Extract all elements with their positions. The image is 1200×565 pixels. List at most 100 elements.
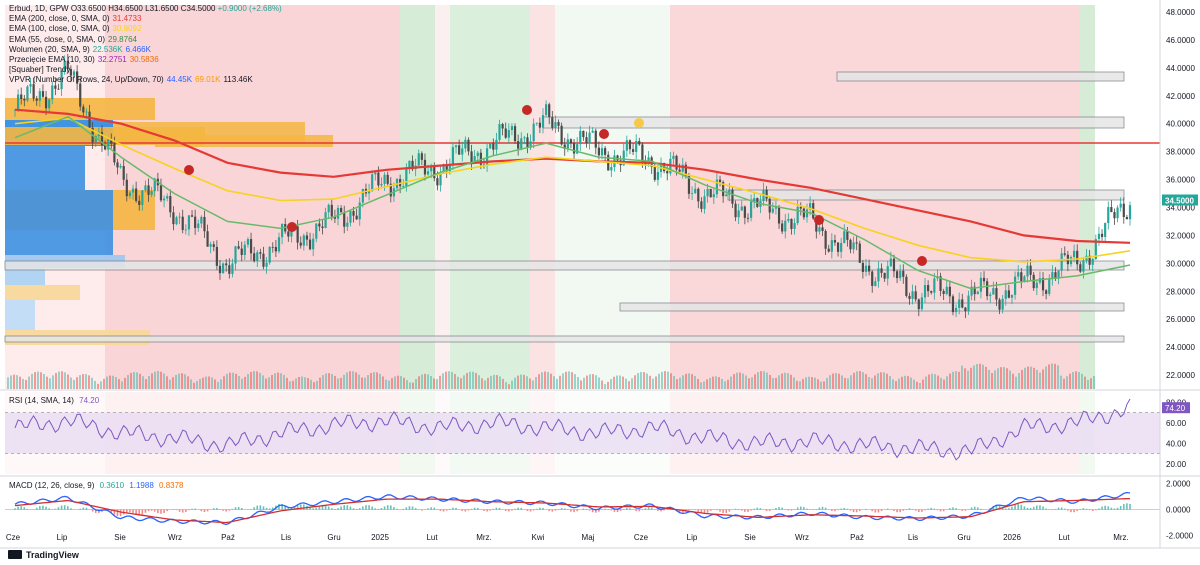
macd-hist-bar [1026, 507, 1029, 510]
last-price-badge [1162, 194, 1198, 206]
macd-hist-bar [638, 509, 641, 512]
macd-hist-bar [445, 509, 448, 511]
volume-bar [31, 373, 33, 389]
macd-hist-bar [371, 506, 373, 510]
macd-hist-bar [228, 509, 231, 511]
candle-body [119, 165, 122, 168]
candle-body [790, 218, 793, 229]
volume-bar [163, 373, 165, 389]
candle-body [560, 125, 563, 145]
signal-marker [917, 256, 927, 266]
volume-bar [697, 378, 699, 389]
candle-body [622, 150, 625, 166]
candle-body [327, 204, 330, 213]
candle-body [1076, 250, 1079, 265]
rsi-value: 74.20 [79, 396, 100, 405]
macd-hist-bar [1020, 504, 1023, 510]
candle-body [827, 248, 830, 252]
volume-bar [628, 381, 630, 389]
candle-body [895, 271, 899, 279]
macd-hist-bar [1126, 503, 1128, 510]
volume-bar [484, 380, 486, 389]
macd-hist-bar [520, 507, 523, 510]
macd-hist-bar [880, 509, 883, 512]
volume-bar [1069, 373, 1071, 389]
volume-bar [634, 375, 636, 389]
macd-hist-bar [865, 508, 867, 510]
candle-body [672, 155, 675, 159]
volume-bar [505, 382, 507, 389]
candle-body [107, 139, 110, 150]
volume-bar [538, 374, 540, 389]
indicator-row: Przecięcie EMA (10, 30) 32.2751 30.5836 [9, 55, 159, 65]
candle-body [697, 188, 700, 202]
candle-body [231, 263, 234, 274]
volume-bar [640, 371, 642, 389]
volume-bar [1027, 366, 1029, 389]
macd-hist-bar [700, 509, 703, 514]
volume-profile-row [5, 190, 113, 255]
macd-hist-bar [504, 509, 507, 511]
volume-bar [649, 375, 651, 389]
trend-band [435, 5, 450, 389]
candle-body [883, 272, 886, 279]
macd-tick-label: -2.0000 [1166, 532, 1194, 541]
macd-hist-bar [113, 509, 116, 515]
macd-hist-bar [1113, 508, 1116, 510]
volume-bar [187, 376, 189, 389]
candle-body [520, 138, 523, 149]
macd-hist-bar [796, 507, 799, 510]
candle-body [181, 216, 184, 230]
macd-hist-bar [722, 509, 724, 513]
volume-bar [925, 376, 927, 389]
volume-bar [373, 372, 375, 389]
macd-hist-bar [439, 509, 442, 511]
volume-bar [520, 374, 522, 389]
volume-bar [544, 371, 546, 389]
volume-bar [865, 374, 867, 389]
volume-bar [253, 371, 255, 389]
volume-bar [115, 377, 117, 389]
candle-body [60, 71, 63, 90]
macd-hist-bar [921, 509, 923, 512]
volume-bar [982, 364, 984, 389]
volume-bar [424, 373, 426, 389]
candle-body [1119, 203, 1122, 208]
volume-bar [775, 377, 777, 389]
volume-bar [256, 371, 258, 389]
macd-hist-bar [324, 505, 327, 510]
tradingview-logo[interactable]: TradingView [8, 550, 79, 560]
price-tick-label: 32.0000 [1166, 231, 1195, 240]
candle-body [908, 295, 911, 299]
volume-bar [508, 384, 510, 389]
macd-hist-bar [327, 506, 330, 510]
macd-hist-bar [380, 508, 383, 510]
candle-body [268, 246, 271, 263]
time-tick-label: Lis [908, 533, 918, 542]
macd-hist-bar [955, 508, 957, 510]
time-tick-label: Mrz. [476, 533, 492, 542]
volume-bar [715, 376, 717, 389]
candle-body [1125, 217, 1128, 220]
volume-bar [772, 378, 774, 389]
candle-body [868, 265, 871, 272]
macd-hist-bar [1029, 507, 1032, 510]
volume-bar [385, 379, 387, 389]
macd-hist-bar [539, 507, 541, 510]
rsi-tick-label: 60.00 [1166, 419, 1187, 428]
volume-bar [88, 375, 90, 389]
candle-body [430, 165, 433, 172]
candle-body [405, 168, 408, 187]
candle-body [417, 153, 420, 166]
volume-bar [574, 374, 576, 389]
candle-body [1069, 257, 1073, 265]
candle-body [501, 124, 504, 129]
macd-hist-bar [824, 507, 827, 510]
macd-hist-bar [346, 505, 349, 510]
time-tick-label: 2025 [371, 533, 389, 542]
macd-hist-bar [1011, 506, 1013, 510]
volume-bar [217, 381, 219, 389]
macd-hist-bar [529, 509, 532, 512]
volume-bar [379, 373, 381, 389]
